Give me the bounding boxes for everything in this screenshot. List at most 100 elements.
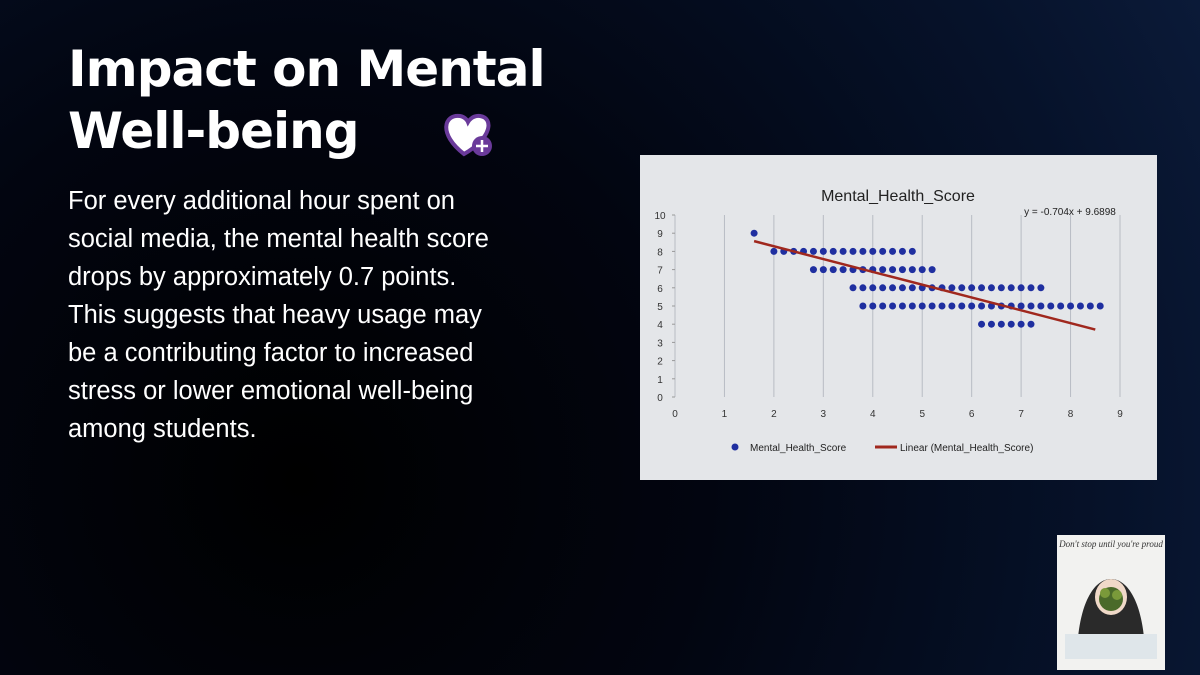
point xyxy=(978,284,986,292)
point xyxy=(839,247,847,255)
x-tick-label: 1 xyxy=(722,409,728,420)
point xyxy=(889,284,897,292)
y-tick-label: 10 xyxy=(654,211,666,222)
point xyxy=(1037,302,1045,310)
point xyxy=(849,247,857,255)
point xyxy=(987,284,995,292)
point xyxy=(859,247,867,255)
y-tick-label: 1 xyxy=(657,375,663,386)
point xyxy=(1027,284,1035,292)
point xyxy=(829,266,837,274)
point xyxy=(898,302,906,310)
point xyxy=(928,266,936,274)
y-tick-label: 3 xyxy=(657,338,663,349)
x-tick-label: 9 xyxy=(1117,409,1123,420)
x-tick-label: 8 xyxy=(1068,409,1074,420)
point xyxy=(938,302,946,310)
point xyxy=(968,302,976,310)
point xyxy=(1027,320,1035,328)
point xyxy=(859,302,867,310)
y-tick-label: 8 xyxy=(657,247,663,258)
point xyxy=(997,320,1005,328)
legend-label: Linear (Mental_Health_Score) xyxy=(900,443,1033,454)
point xyxy=(819,266,827,274)
point xyxy=(809,266,817,274)
point xyxy=(978,302,986,310)
point xyxy=(898,247,906,255)
sticker-text: Don't stop until you're proud xyxy=(1059,539,1163,549)
body-line: This suggests that heavy usage may xyxy=(68,301,482,329)
point xyxy=(948,284,956,292)
x-tick-label: 2 xyxy=(771,409,777,420)
point xyxy=(908,266,916,274)
point xyxy=(869,284,877,292)
x-tick-label: 3 xyxy=(821,409,827,420)
point xyxy=(928,302,936,310)
point xyxy=(918,266,926,274)
y-tick-label: 6 xyxy=(657,284,663,295)
y-tick-label: 2 xyxy=(657,357,663,368)
point xyxy=(819,247,827,255)
point xyxy=(958,284,966,292)
point xyxy=(889,302,897,310)
point xyxy=(879,302,887,310)
legend-swatch xyxy=(731,443,739,451)
y-tick-label: 5 xyxy=(657,302,663,313)
sticker-figure xyxy=(1065,579,1157,659)
point xyxy=(997,284,1005,292)
point xyxy=(770,247,778,255)
point xyxy=(1017,302,1025,310)
point xyxy=(1076,302,1084,310)
point xyxy=(1007,284,1015,292)
point xyxy=(869,247,877,255)
legend-label: Mental_Health_Score xyxy=(750,443,847,454)
point xyxy=(898,284,906,292)
x-tick-label: 6 xyxy=(969,409,975,420)
point xyxy=(908,247,916,255)
y-tick-label: 9 xyxy=(657,229,663,240)
body-line: social media, the mental health score xyxy=(68,225,489,253)
point xyxy=(849,284,857,292)
point xyxy=(839,266,847,274)
equation: y = -0.704x + 9.6898 xyxy=(1024,207,1116,218)
x-tick-label: 0 xyxy=(672,409,678,420)
sticker: Don't stop until you're proud xyxy=(1057,535,1165,670)
chart-title: Mental_Health_Score xyxy=(821,188,975,205)
point xyxy=(869,302,877,310)
point xyxy=(859,284,867,292)
point xyxy=(1017,320,1025,328)
point xyxy=(1027,302,1035,310)
point xyxy=(879,284,887,292)
body-line: be a contributing factor to increased xyxy=(68,339,474,367)
x-tick-label: 5 xyxy=(919,409,925,420)
body-line: stress or lower emotional well-being xyxy=(68,377,474,405)
y-tick-label: 0 xyxy=(657,393,663,404)
point xyxy=(898,266,906,274)
x-tick-label: 7 xyxy=(1018,409,1024,420)
point xyxy=(1037,284,1045,292)
body-line: For every additional hour spent on xyxy=(68,187,455,215)
point xyxy=(908,284,916,292)
point xyxy=(1057,302,1065,310)
point xyxy=(829,247,837,255)
point xyxy=(968,284,976,292)
body-text: For every additional hour spent on social… xyxy=(68,182,489,448)
slide-title: Impact on Mental Well-being xyxy=(68,40,546,160)
point xyxy=(1047,302,1055,310)
x-tick-label: 4 xyxy=(870,409,876,420)
point xyxy=(948,302,956,310)
point xyxy=(918,302,926,310)
point xyxy=(958,302,966,310)
point xyxy=(1086,302,1094,310)
trend-line xyxy=(753,239,1096,331)
body-line: among students. xyxy=(68,415,257,443)
point xyxy=(889,247,897,255)
point xyxy=(987,320,995,328)
point xyxy=(889,266,897,274)
y-tick-label: 7 xyxy=(657,266,663,277)
heart-icon xyxy=(444,113,492,157)
point xyxy=(1007,320,1015,328)
point xyxy=(879,247,887,255)
